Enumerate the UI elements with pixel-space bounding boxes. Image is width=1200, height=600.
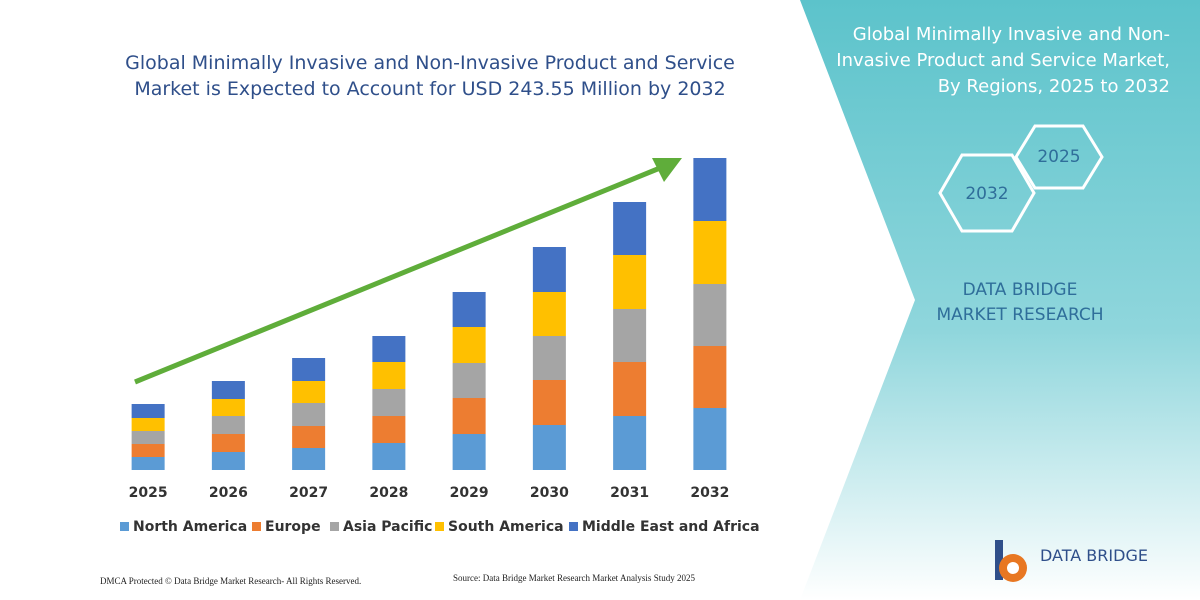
x-tick-label: 2032 bbox=[690, 485, 729, 501]
bar-segment bbox=[211, 452, 245, 470]
legend-label: Europe bbox=[265, 519, 321, 535]
bar-segment bbox=[532, 425, 566, 470]
bar-segment bbox=[372, 389, 406, 416]
bar-segment bbox=[532, 380, 566, 425]
bar-segment bbox=[613, 309, 647, 362]
legend-label: Asia Pacific bbox=[343, 519, 432, 535]
chart-title: Global Minimally Invasive and Non-Invasi… bbox=[125, 52, 735, 100]
legend-swatch bbox=[435, 522, 444, 531]
arrow-head bbox=[652, 158, 682, 182]
bar-segment bbox=[131, 444, 165, 457]
bar-segment bbox=[211, 381, 245, 399]
hex-label: 2032 bbox=[965, 184, 1008, 204]
bar-segment bbox=[613, 362, 647, 416]
source: Source: Data Bridge Market Research Mark… bbox=[453, 573, 695, 583]
bar-segment bbox=[131, 418, 165, 431]
legend-label: North America bbox=[133, 519, 247, 535]
bar-segment bbox=[372, 416, 406, 443]
bar-segment bbox=[532, 247, 566, 292]
bar-segment bbox=[693, 221, 727, 284]
legend-swatch bbox=[120, 522, 129, 531]
side-panel bbox=[800, 0, 1200, 600]
panel-title: Global Minimally Invasive and Non-Invasi… bbox=[836, 24, 1170, 97]
x-tick-label: 2030 bbox=[530, 485, 569, 501]
x-tick-label: 2031 bbox=[610, 485, 649, 501]
bar-segment bbox=[292, 403, 326, 426]
bar-segment bbox=[292, 448, 326, 470]
bar-segment bbox=[372, 443, 406, 470]
legend-label: Middle East and Africa bbox=[582, 519, 760, 535]
bar-segment bbox=[131, 457, 165, 470]
bar-segment bbox=[452, 327, 486, 363]
hexagons bbox=[938, 124, 1104, 233]
bar-segment bbox=[292, 426, 326, 448]
bar-segment bbox=[452, 363, 486, 398]
legend-swatch bbox=[569, 522, 578, 531]
bar-segment bbox=[211, 399, 245, 416]
bar-segment bbox=[613, 416, 647, 470]
legend-swatch bbox=[252, 522, 261, 531]
x-tick-label: 2026 bbox=[209, 485, 248, 501]
bar-segment bbox=[292, 358, 326, 381]
bar-segment bbox=[693, 158, 727, 221]
logo-icon bbox=[995, 540, 1027, 582]
trend-arrow bbox=[134, 165, 661, 385]
bar-segment bbox=[131, 404, 165, 418]
bar-segment bbox=[693, 346, 727, 408]
x-tick-label: 2028 bbox=[369, 485, 408, 501]
bar-segment bbox=[372, 336, 406, 362]
bar-segment bbox=[211, 434, 245, 452]
x-tick-label: 2027 bbox=[289, 485, 328, 501]
copyright: DMCA Protected © Data Bridge Market Rese… bbox=[100, 576, 362, 586]
bar-segment bbox=[452, 292, 486, 327]
bar-segment bbox=[613, 255, 647, 309]
legend-swatch bbox=[330, 522, 339, 531]
bar-segment bbox=[532, 292, 566, 336]
bar-segment bbox=[372, 362, 406, 389]
bar-segment bbox=[532, 336, 566, 380]
brand: DATA BRIDGE MARKET RESEARCH bbox=[936, 280, 1104, 325]
hex-label: 2025 bbox=[1037, 147, 1080, 167]
x-tick-label: 2025 bbox=[129, 485, 168, 501]
bar-segment bbox=[292, 381, 326, 403]
bar-segment bbox=[693, 284, 727, 346]
x-tick-label: 2029 bbox=[450, 485, 489, 501]
bar-segment bbox=[131, 431, 165, 444]
bar-segment bbox=[613, 202, 647, 255]
bar-segment bbox=[452, 398, 486, 434]
bar-segment bbox=[211, 416, 245, 434]
chart: 2025 2026 2027 2028 2029 2030 2031 2032 North Am… bbox=[120, 158, 760, 535]
legend-label: South America bbox=[448, 519, 564, 535]
bar-segment bbox=[693, 408, 727, 470]
logo-text: DATA BRIDGE bbox=[1040, 546, 1148, 565]
bar-segment bbox=[452, 434, 486, 470]
